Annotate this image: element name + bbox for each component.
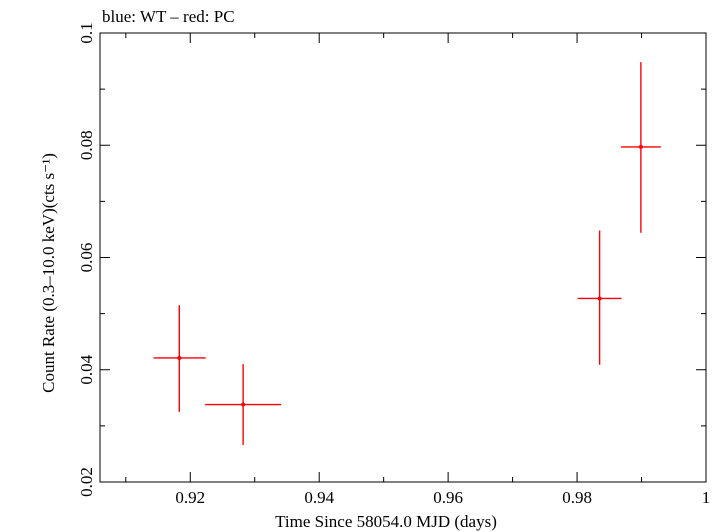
data-point [620, 62, 661, 233]
point-marker [177, 355, 182, 360]
data-point [205, 364, 282, 445]
y-axis-label: Count Rate (0.3–10.0 keV)(cts s⁻¹) [39, 153, 58, 393]
data-point [577, 230, 622, 365]
data-points [153, 62, 661, 445]
point-marker [241, 402, 246, 407]
data-point [153, 305, 206, 412]
axis-ticks [100, 32, 707, 483]
y-tick-label: 0.02 [77, 467, 96, 497]
x-tick-label: 0.94 [304, 488, 334, 507]
y-tick-label: 0.06 [77, 243, 96, 273]
axis-tick-labels: 0.92 0.94 0.96 0.98 1 0.02 0.04 0.06 0.08 0.1 [77, 22, 710, 507]
plot-frame [99, 32, 707, 483]
y-tick-label: 0.1 [77, 22, 96, 43]
x-axis-label: Time Since 58054.0 MJD (days) [275, 512, 497, 531]
point-marker [597, 296, 602, 301]
x-tick-label: 0.98 [562, 488, 592, 507]
x-tick-label: 0.92 [175, 488, 205, 507]
x-tick-label: 0.96 [433, 488, 463, 507]
y-tick-label: 0.08 [77, 130, 96, 160]
chart-title: blue: WT – red: PC [102, 7, 235, 26]
y-tick-label: 0.04 [77, 354, 96, 384]
x-tick-label: 1 [702, 488, 711, 507]
point-marker [638, 144, 643, 149]
